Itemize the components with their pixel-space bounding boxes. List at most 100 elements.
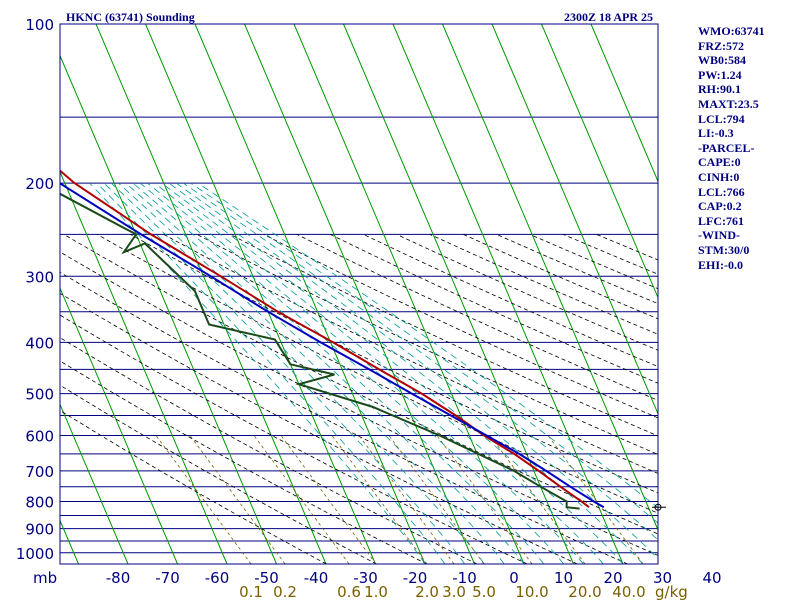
isotherm-line [194, 24, 426, 564]
moist-adiabat-line [176, 182, 658, 560]
mixing-ratio-label: 2.0 [415, 583, 439, 600]
wind-marker [654, 503, 662, 511]
moist-adiabat-line [161, 182, 624, 564]
stat-line: PW:1.24 [698, 67, 742, 82]
mixing-ratio-label: 3.0 [442, 583, 466, 600]
isotherm-line [244, 24, 475, 564]
temperature-tick-label: -40 [304, 569, 329, 587]
isotherm-line [541, 24, 658, 299]
temperature-tick-label: 0 [509, 569, 519, 587]
moist-adiabat-line [96, 182, 446, 564]
pressure-tick-label: 700 [25, 463, 54, 481]
dry-adiabat-line [96, 234, 658, 514]
temperature-tick-label: 40 [702, 569, 721, 587]
mixing-ratio-label: 0.1 [239, 583, 263, 600]
pressure-tick-label: 300 [25, 268, 54, 286]
moist-adiabat-line [190, 182, 658, 524]
dry-adiabat-line [330, 234, 658, 384]
isotherm-line [491, 24, 658, 416]
pressure-tick-label: 900 [25, 521, 54, 539]
mixing-ratio-label: 0.2 [273, 583, 297, 600]
mixing-ratio-line [489, 435, 586, 564]
dry-adiabat-line [163, 234, 658, 474]
dry-adiabat-line [60, 251, 658, 556]
isotherm-line [442, 24, 658, 532]
dry-adiabat-line [60, 384, 377, 564]
moist-adiabat-line [154, 182, 604, 564]
temperature-tick-label: 10 [554, 569, 573, 587]
stat-line: WB0:584 [698, 53, 746, 68]
temperature-tick-label: -20 [403, 569, 428, 587]
pressure-tick-label: 100 [25, 16, 54, 34]
valid-time: 2300Z 18 APR 25 [564, 10, 653, 24]
isotherm-line [293, 24, 525, 564]
stat-line: LCL:766 [698, 184, 745, 199]
mixing-ratio-label: 40.0 [612, 583, 645, 600]
dry-adiabat-line [363, 234, 658, 367]
moist-adiabat-line [103, 182, 465, 564]
moist-adiabat-line [118, 182, 505, 564]
isotherm-line [590, 24, 658, 183]
profile-line-3 [60, 181, 605, 509]
mixing-ratio-line [358, 435, 455, 564]
mixing-ratio-label: 20.0 [568, 583, 601, 600]
stat-line: LCL:794 [698, 111, 745, 126]
temperature-tick-label: 30 [653, 569, 672, 587]
mixing-ratio-line [155, 435, 252, 564]
pressure-tick-label: 500 [25, 386, 54, 404]
mixing-ratio-line [189, 435, 286, 564]
dry-adiabat-line [429, 234, 658, 335]
isotherm-line [60, 170, 228, 564]
temperature-tick-label: -80 [106, 569, 131, 587]
stat-line: STM:30/0 [698, 242, 750, 257]
temperature-tick-label: -70 [155, 569, 180, 587]
isotherm-line [145, 24, 376, 564]
mixing-ratio-line [253, 435, 350, 564]
moist-adiabat-line [89, 182, 426, 564]
mixing-ratio-line [388, 435, 485, 564]
dry-adiabat-line [60, 292, 578, 564]
temperature-tick-label: 20 [603, 569, 622, 587]
pressure-tick-label: 400 [25, 334, 54, 352]
isotherm-line [95, 24, 327, 564]
moist-adiabat-line [183, 182, 658, 541]
dry-adiabat-line [263, 234, 658, 419]
isotherm-line [392, 24, 624, 564]
stat-line: -WIND- [698, 228, 740, 243]
profile-line-1 [60, 169, 590, 508]
stat-line: -PARCEL- [698, 140, 755, 155]
dry-adiabat-line [60, 409, 327, 564]
sounding-stats-panel: WMO:63741 FRZ:572 WB0:584 PW:1.24 RH:90.1 MAX… [698, 24, 798, 272]
dry-adiabat-line [60, 314, 528, 564]
temperature-tick-label: -10 [452, 569, 477, 587]
moist-adiabat-line [139, 182, 564, 564]
moist-adiabat-line [111, 182, 485, 564]
temperature-tick-label: -60 [205, 569, 230, 587]
mixing-ratio-line [547, 435, 644, 564]
mixing-ratio-label: 10.0 [515, 583, 548, 600]
stat-line: RH:90.1 [698, 82, 741, 97]
moist-adiabat-line [132, 182, 545, 564]
temperature-tick-label: -50 [254, 569, 279, 587]
isotherm-line [60, 403, 129, 564]
stat-line: LI:-0.3 [698, 126, 734, 141]
temperature-tick-label: -30 [353, 569, 378, 587]
mixing-ratio-label: 5.0 [472, 583, 496, 600]
pressure-tick-label: 1000 [16, 545, 54, 563]
mixing-ratio-line [436, 435, 533, 564]
stat-line: MAXT:23.5 [698, 96, 759, 111]
stat-line: CAPE:0 [698, 155, 741, 170]
isotherm-line [343, 24, 574, 564]
mixing-ratio-line [331, 435, 428, 564]
stat-line: EHI:-0.0 [698, 257, 743, 272]
stat-line: LFC:761 [698, 213, 744, 228]
pressure-unit-label: mb [33, 569, 57, 587]
profile-line-2 [60, 192, 580, 510]
mixing-ratio-label: 1.0 [364, 583, 388, 600]
stat-line: CINH:0 [698, 169, 740, 184]
isotherm-line [60, 54, 277, 564]
dry-adiabat-line [230, 234, 658, 437]
moist-adiabat-line [168, 182, 644, 564]
mixing-ratio-unit-label: g/kg [655, 583, 688, 600]
